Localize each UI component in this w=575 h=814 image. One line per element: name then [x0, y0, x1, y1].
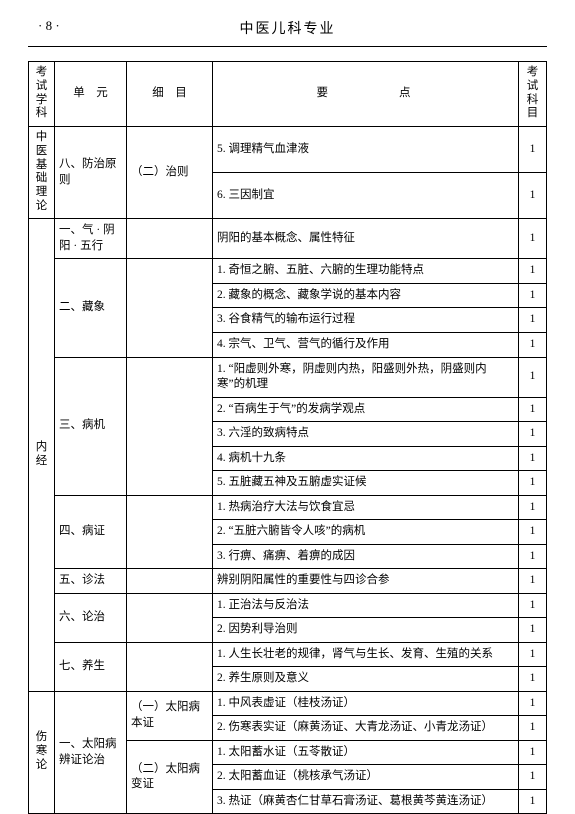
cell-detail: （二）治则: [127, 126, 213, 219]
cell-point: 3. 行痹、痛痹、着痹的成因: [213, 544, 519, 569]
cell-unit: 八、防治原则: [55, 126, 127, 219]
cell-num: 1: [519, 397, 547, 422]
cell-num: 1: [519, 716, 547, 741]
cell-point: 2. 藏象的概念、藏象学说的基本内容: [213, 283, 519, 308]
cell-num: 1: [519, 667, 547, 692]
table-row: 伤寒论 一、太阳病辨证论治 （一）太阳病本证 1. 中风表虚证（桂枝汤证） 1: [29, 691, 547, 716]
cell-unit: 二、藏象: [55, 259, 127, 357]
cell-point: 1. 奇恒之腑、五脏、六腑的生理功能特点: [213, 259, 519, 284]
table-row: 五、诊法 辨别阴阳属性的重要性与四诊合参 1: [29, 569, 547, 594]
cell-detail: [127, 593, 213, 642]
cell-point: 6. 三因制宜: [213, 173, 519, 219]
col-header-points: 要 点: [213, 62, 519, 127]
cell-point: 1. 中风表虚证（桂枝汤证）: [213, 691, 519, 716]
col-header-subject-num: 考试科目: [519, 62, 547, 127]
cell-unit: 一、气 · 阴阳 · 五行: [55, 219, 127, 259]
col-header-subject: 考试学科: [29, 62, 55, 127]
cell-unit: 三、病机: [55, 357, 127, 495]
cell-num: 1: [519, 446, 547, 471]
cell-num: 1: [519, 126, 547, 172]
page-container: · 8 · 中医儿科专业 考试学科 单 元 细 目 要 点 考试科目 中医基础理…: [0, 0, 575, 792]
cell-unit: 五、诊法: [55, 569, 127, 594]
table-row: 七、养生 1. 人生长壮老的规律，肾气与生长、发育、生殖的关系 1: [29, 642, 547, 667]
cell-detail: （一）太阳病本证: [127, 691, 213, 740]
cell-detail: [127, 357, 213, 495]
cell-detail: [127, 569, 213, 594]
cell-point: 1. “阳虚则外寒，阴虚则内热，阳盛则外热，阴盛则内寒”的机理: [213, 357, 519, 397]
syllabus-table: 考试学科 单 元 细 目 要 点 考试科目 中医基础理论 八、防治原则 （二）治…: [28, 61, 547, 814]
cell-point: 3. 热证（麻黄杏仁甘草石膏汤证、葛根黄芩黄连汤证）: [213, 789, 519, 814]
table-row: 二、藏象 1. 奇恒之腑、五脏、六腑的生理功能特点 1: [29, 259, 547, 284]
cell-point: 2. “五脏六腑皆令人咳”的病机: [213, 520, 519, 545]
page-number: · 8 ·: [38, 18, 60, 34]
cell-subject: 伤寒论: [29, 691, 55, 814]
cell-num: 1: [519, 618, 547, 643]
cell-detail: [127, 495, 213, 569]
cell-detail: [127, 259, 213, 357]
cell-num: 1: [519, 219, 547, 259]
cell-num: 1: [519, 691, 547, 716]
table-row: 内经 一、气 · 阴阳 · 五行 阴阳的基本概念、属性特征 1: [29, 219, 547, 259]
cell-num: 1: [519, 308, 547, 333]
cell-num: 1: [519, 569, 547, 594]
cell-num: 1: [519, 259, 547, 284]
cell-point: 4. 宗气、卫气、营气的循行及作用: [213, 332, 519, 357]
cell-num: 1: [519, 332, 547, 357]
cell-point: 2. 养生原则及意义: [213, 667, 519, 692]
cell-num: 1: [519, 593, 547, 618]
cell-num: 1: [519, 520, 547, 545]
cell-num: 1: [519, 495, 547, 520]
cell-point: 5. 五脏藏五神及五腑虚实证候: [213, 471, 519, 496]
cell-num: 1: [519, 422, 547, 447]
cell-point: 1. 正治法与反治法: [213, 593, 519, 618]
cell-detail: [127, 642, 213, 691]
page-title: 中医儿科专业: [28, 18, 547, 38]
cell-subject: 中医基础理论: [29, 126, 55, 219]
table-row: 六、论治 1. 正治法与反治法 1: [29, 593, 547, 618]
cell-unit: 一、太阳病辨证论治: [55, 691, 127, 814]
page-header: · 8 · 中医儿科专业: [28, 18, 547, 47]
col-header-unit: 单 元: [55, 62, 127, 127]
table-row: 三、病机 1. “阳虚则外寒，阴虚则内热，阳盛则外热，阴盛则内寒”的机理 1: [29, 357, 547, 397]
cell-point: 3. 六淫的致病特点: [213, 422, 519, 447]
cell-num: 1: [519, 642, 547, 667]
cell-num: 1: [519, 471, 547, 496]
table-row: 四、病证 1. 热病治疗大法与饮食宜忌 1: [29, 495, 547, 520]
cell-point: 1. 人生长壮老的规律，肾气与生长、发育、生殖的关系: [213, 642, 519, 667]
cell-unit: 七、养生: [55, 642, 127, 691]
cell-point: 1. 太阳蓄水证（五苓散证）: [213, 740, 519, 765]
table-row: 中医基础理论 八、防治原则 （二）治则 5. 调理精气血津液 1: [29, 126, 547, 172]
cell-detail: [127, 219, 213, 259]
cell-point: 2. 因势利导治则: [213, 618, 519, 643]
cell-point: 辨别阴阳属性的重要性与四诊合参: [213, 569, 519, 594]
cell-point: 4. 病机十九条: [213, 446, 519, 471]
table-header-row: 考试学科 单 元 细 目 要 点 考试科目: [29, 62, 547, 127]
cell-num: 1: [519, 357, 547, 397]
cell-num: 1: [519, 173, 547, 219]
col-header-detail: 细 目: [127, 62, 213, 127]
cell-num: 1: [519, 765, 547, 790]
cell-point: 2. “百病生于气”的发病学观点: [213, 397, 519, 422]
cell-point: 阴阳的基本概念、属性特征: [213, 219, 519, 259]
cell-unit: 六、论治: [55, 593, 127, 642]
cell-point: 3. 谷食精气的输布运行过程: [213, 308, 519, 333]
cell-point: 2. 伤寒表实证（麻黄汤证、大青龙汤证、小青龙汤证）: [213, 716, 519, 741]
cell-num: 1: [519, 789, 547, 814]
cell-num: 1: [519, 544, 547, 569]
cell-subject: 内经: [29, 219, 55, 691]
cell-point: 5. 调理精气血津液: [213, 126, 519, 172]
cell-unit: 四、病证: [55, 495, 127, 569]
cell-num: 1: [519, 283, 547, 308]
cell-point: 1. 热病治疗大法与饮食宜忌: [213, 495, 519, 520]
cell-num: 1: [519, 740, 547, 765]
cell-point: 2. 太阳蓄血证（桃核承气汤证）: [213, 765, 519, 790]
cell-detail: （二）太阳病变证: [127, 740, 213, 814]
